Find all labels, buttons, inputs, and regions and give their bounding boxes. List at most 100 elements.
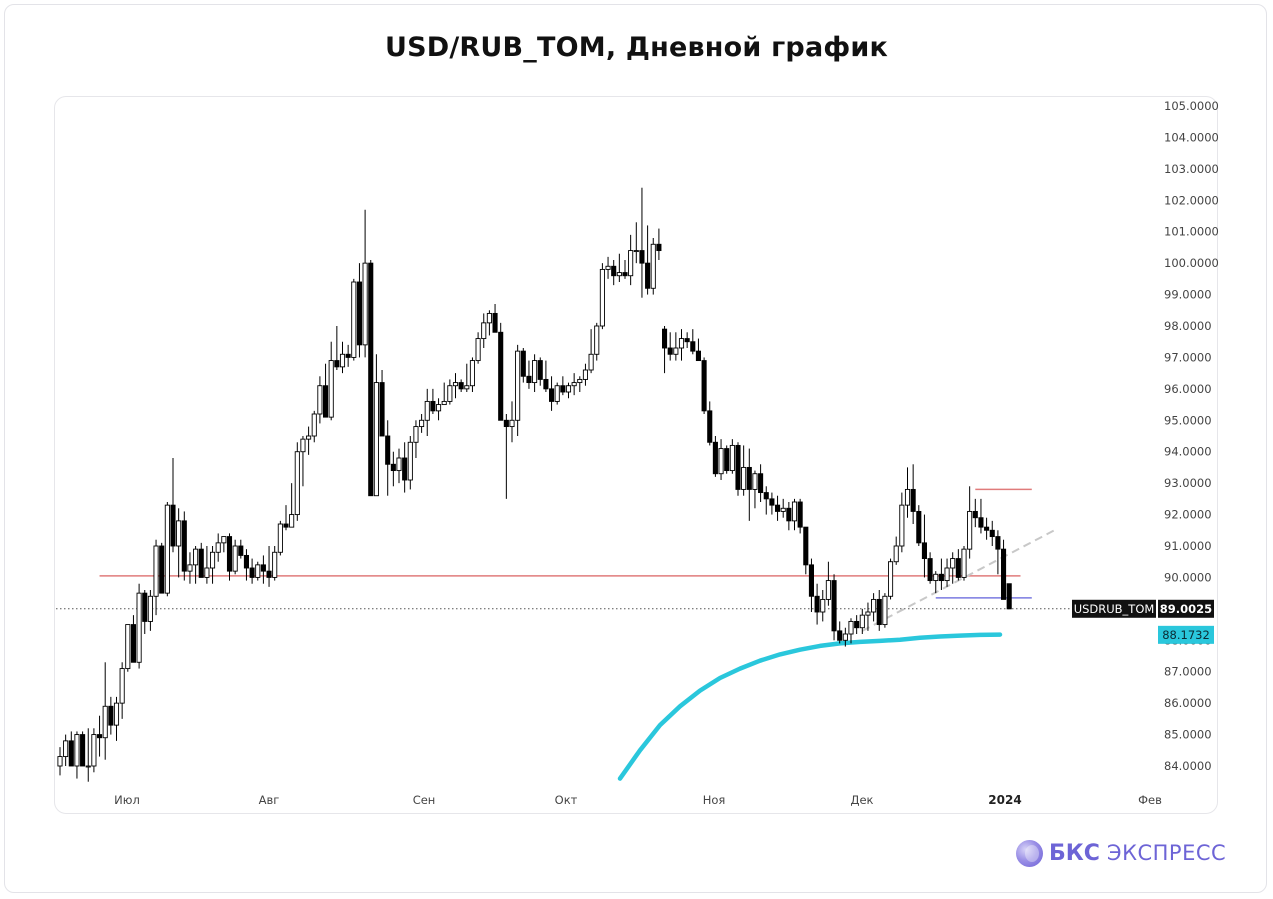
brand-name-bold: БКС [1049, 840, 1100, 866]
candle-bull [865, 611, 871, 616]
candle-bull [628, 250, 634, 277]
candle-bear [385, 435, 391, 465]
candle-bull [339, 353, 346, 368]
y-tick-label: 96.0000 [1164, 382, 1212, 396]
candle-bull [74, 734, 80, 767]
x-tick-label: Дек [850, 793, 873, 807]
y-tick-label: 94.0000 [1164, 445, 1212, 459]
candle-bull [893, 545, 899, 563]
candle-bull [102, 705, 108, 739]
axis-layer: 105.0000 104.0000 103.0000 102.0000 101.0000… [114, 99, 1219, 807]
x-tick-label: Сен [413, 793, 436, 807]
candle-bear [775, 504, 781, 512]
candle-bull [221, 536, 227, 544]
candle-bull [91, 734, 97, 767]
candle-bull [209, 551, 216, 569]
candle-bear [876, 598, 882, 626]
y-tick-label: 105.0000 [1164, 99, 1219, 113]
candle-bull [306, 435, 312, 440]
candle-bull [255, 564, 261, 578]
candle-bull [882, 595, 888, 626]
y-tick-label: 85.0000 [1164, 728, 1212, 742]
candle-bear [226, 536, 233, 572]
ma-price-tag [1158, 625, 1214, 644]
candle-bear [198, 548, 204, 578]
candle-bull [85, 765, 91, 768]
candle-bull [904, 488, 911, 506]
candle-bull [633, 250, 639, 253]
candle-bear [80, 734, 86, 767]
candle-bear [797, 501, 803, 528]
candle-bear [130, 624, 137, 663]
candle-bull [650, 243, 656, 289]
candle-bull [933, 573, 939, 582]
candle-bear [927, 558, 933, 582]
candle-bear [356, 281, 363, 346]
candle-bear [735, 444, 741, 490]
candle-bull [125, 624, 131, 670]
candle-bear [837, 630, 843, 641]
y-tick-label: 97.0000 [1164, 350, 1212, 364]
candle-bull [599, 268, 605, 327]
candle-bear [368, 262, 374, 497]
candle-bear [498, 331, 504, 421]
candle-bull [950, 558, 956, 569]
candle-bear [283, 523, 289, 528]
candle-bull [436, 404, 442, 412]
candle-bull [396, 457, 402, 472]
candle-bear [955, 558, 961, 578]
candle-bear [910, 488, 916, 512]
candle-bear [690, 341, 696, 352]
candle-bull [272, 551, 278, 578]
candle-bull [944, 567, 950, 582]
candle-bull [729, 444, 735, 472]
y-tick-label: 103.0000 [1164, 162, 1219, 176]
x-tick-label: Окт [555, 793, 578, 807]
candle-bear [712, 441, 718, 475]
candle-bull [475, 338, 481, 362]
y-tick-label: 90.0000 [1164, 570, 1212, 584]
brand-name: ЭКСПРЕСС [1106, 841, 1227, 865]
candle-bull [407, 441, 413, 481]
candle-bear [334, 360, 340, 368]
ma-layer [617, 632, 1003, 781]
candle-bear [142, 592, 148, 622]
candle-bull [204, 567, 210, 578]
candle-bear [639, 250, 645, 264]
candle-bull [582, 369, 588, 380]
candle-bear [503, 419, 509, 428]
candle-bull [294, 451, 300, 516]
candle-bull [532, 360, 538, 384]
y-tick-label: 93.0000 [1164, 476, 1212, 490]
y-tick-label: 84.0000 [1164, 759, 1212, 773]
candle-bear [492, 312, 498, 333]
candle-bear [989, 529, 995, 538]
candle-bear [170, 504, 176, 547]
candle-bear [390, 463, 396, 472]
y-tick-label: 99.0000 [1164, 288, 1212, 302]
candle-bull [147, 595, 153, 622]
candle-bull [277, 523, 283, 553]
candle-bull [215, 542, 221, 553]
candle-bear [243, 554, 250, 569]
candle-bull [871, 598, 877, 613]
candle-bear [701, 360, 707, 412]
candle-bear [543, 378, 549, 390]
candle-bear [458, 382, 464, 390]
y-tick-label: 86.0000 [1164, 696, 1212, 710]
candle-bear [379, 382, 385, 437]
candle-bull [289, 514, 295, 528]
candle-bear [684, 338, 690, 343]
candle-bull [825, 580, 831, 600]
candle-bull [605, 265, 611, 270]
candle-bear [746, 466, 752, 490]
candle-bull [594, 325, 600, 355]
candle-bull [300, 438, 306, 453]
ticker-tag [1072, 599, 1156, 618]
candle-bear [724, 448, 730, 472]
candle-bear [786, 507, 792, 522]
candle-bear [984, 526, 990, 531]
candle-bear [695, 350, 701, 362]
x-tick-label: Июл [114, 793, 140, 807]
